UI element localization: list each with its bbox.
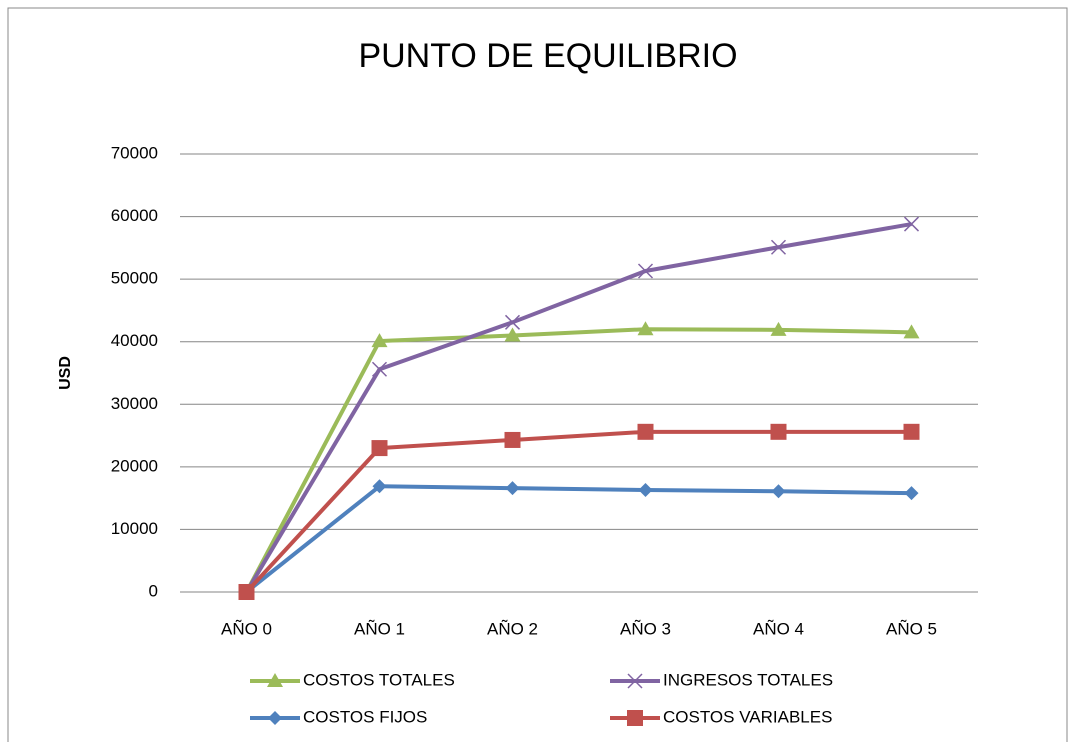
data-point — [903, 423, 920, 440]
y-tick-label: 0 — [149, 581, 158, 600]
data-point — [504, 327, 521, 342]
y-tick-label: 70000 — [111, 143, 158, 162]
x-tick-label: AÑO 2 — [487, 619, 538, 638]
data-point — [770, 423, 787, 440]
data-point — [637, 263, 654, 279]
data-point — [637, 321, 654, 336]
chart-frame — [7, 7, 1068, 742]
legend-label: COSTOS TOTALES — [303, 670, 455, 689]
chart-title: PUNTO DE EQUILIBRIO — [358, 37, 737, 75]
data-point — [504, 314, 521, 330]
y-tick-label: 20000 — [111, 456, 158, 475]
data-point — [638, 483, 653, 498]
series-line — [245, 484, 912, 594]
y-axis-label: USD — [57, 356, 74, 390]
data-point — [770, 239, 787, 255]
x-tick-label: AÑO 3 — [620, 619, 671, 638]
x-tick-label: AÑO 5 — [886, 619, 937, 638]
legend-label: COSTOS VARIABLES — [663, 707, 832, 726]
x-tick-label: AÑO 4 — [753, 619, 804, 638]
data-point — [903, 216, 920, 232]
y-tick-label: 40000 — [111, 331, 158, 350]
series-line — [245, 429, 912, 594]
x-tick-label: AÑO 0 — [221, 619, 272, 638]
data-point — [770, 321, 787, 336]
legend-marker — [627, 673, 643, 689]
y-tick-label: 30000 — [111, 394, 158, 413]
data-point — [371, 361, 388, 377]
x-tick-label: AÑO 1 — [354, 619, 405, 638]
data-point — [238, 584, 255, 600]
data-point — [771, 484, 786, 499]
data-point — [371, 333, 388, 348]
legend-marker — [627, 710, 643, 726]
data-point — [904, 486, 919, 501]
data-point — [504, 431, 521, 448]
series-line — [244, 327, 912, 593]
legend-marker — [267, 673, 283, 687]
data-point — [372, 479, 387, 494]
data-point — [371, 440, 388, 457]
data-point — [505, 481, 520, 496]
legend-label: INGRESOS TOTALES — [663, 670, 833, 689]
data-point — [637, 423, 654, 440]
y-tick-label: 60000 — [111, 206, 158, 225]
legend-label: COSTOS FIJOS — [303, 707, 427, 726]
data-point — [903, 324, 920, 339]
legend-marker — [268, 711, 282, 725]
y-tick-label: 10000 — [111, 519, 158, 538]
series-line — [244, 222, 912, 594]
y-tick-label: 50000 — [111, 269, 158, 288]
